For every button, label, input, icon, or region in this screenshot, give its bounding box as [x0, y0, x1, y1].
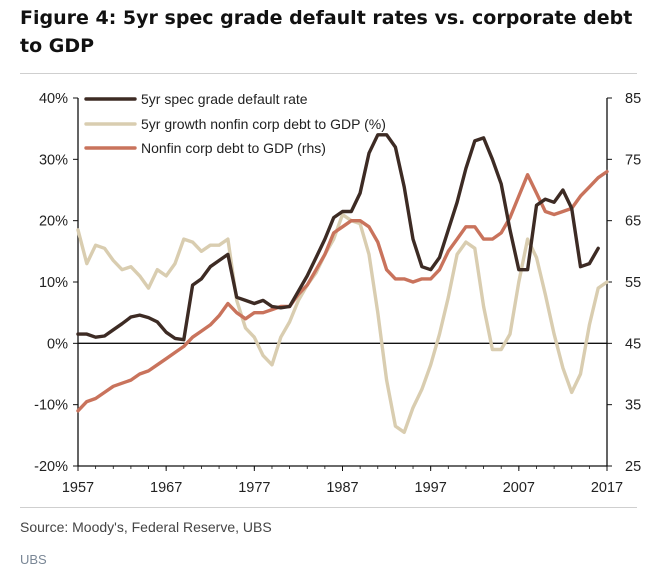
- figure-title: Figure 4: 5yr spec grade default rates v…: [20, 7, 633, 57]
- series-line-2: [76, 169, 609, 413]
- x-tick-label: 1997: [415, 480, 447, 496]
- left-tick-label: -10%: [34, 398, 68, 414]
- right-tick-label: 55: [625, 275, 641, 291]
- chart-series: [76, 133, 609, 434]
- chart-axes: 40% 30% 20% 10% 0% -10% -20% 85 75 65 55 45 35 25 1957…: [34, 91, 641, 496]
- series-line-0: [76, 133, 600, 342]
- legend-label-1: 5yr growth nonfin corp debt to GDP (%): [141, 116, 386, 132]
- right-tick-label: 45: [625, 336, 641, 352]
- left-tick-label: 40%: [39, 91, 68, 107]
- legend-label-2: Nonfin corp debt to GDP (rhs): [141, 140, 326, 156]
- left-tick-label: -20%: [34, 459, 68, 475]
- x-tick-label: 1957: [62, 480, 94, 496]
- x-tick-label: 1987: [326, 480, 358, 496]
- source-note: Source: Moody's, Federal Reserve, UBS: [20, 519, 272, 535]
- chart-legend: 5yr spec grade default rate 5yr growth no…: [84, 91, 386, 156]
- brand-label: UBS: [20, 552, 47, 567]
- x-tick-label: 2017: [591, 480, 623, 496]
- right-tick-label: 65: [625, 214, 641, 230]
- x-tick-label: 1967: [150, 480, 182, 496]
- legend-label-0: 5yr spec grade default rate: [141, 91, 308, 107]
- left-tick-label: 30%: [39, 152, 68, 168]
- right-tick-label: 85: [625, 91, 641, 107]
- left-tick-label: 10%: [39, 275, 68, 291]
- series-line-1: [76, 212, 609, 434]
- right-tick-label: 75: [625, 152, 641, 168]
- right-tick-label: 25: [625, 459, 641, 475]
- right-tick-label: 35: [625, 398, 641, 414]
- footer-divider: [20, 507, 637, 508]
- x-tick-label: 1977: [238, 480, 270, 496]
- title-divider: [20, 73, 637, 74]
- x-tick-label: 2007: [503, 480, 535, 496]
- left-tick-label: 20%: [39, 214, 68, 230]
- left-tick-label: 0%: [47, 336, 68, 352]
